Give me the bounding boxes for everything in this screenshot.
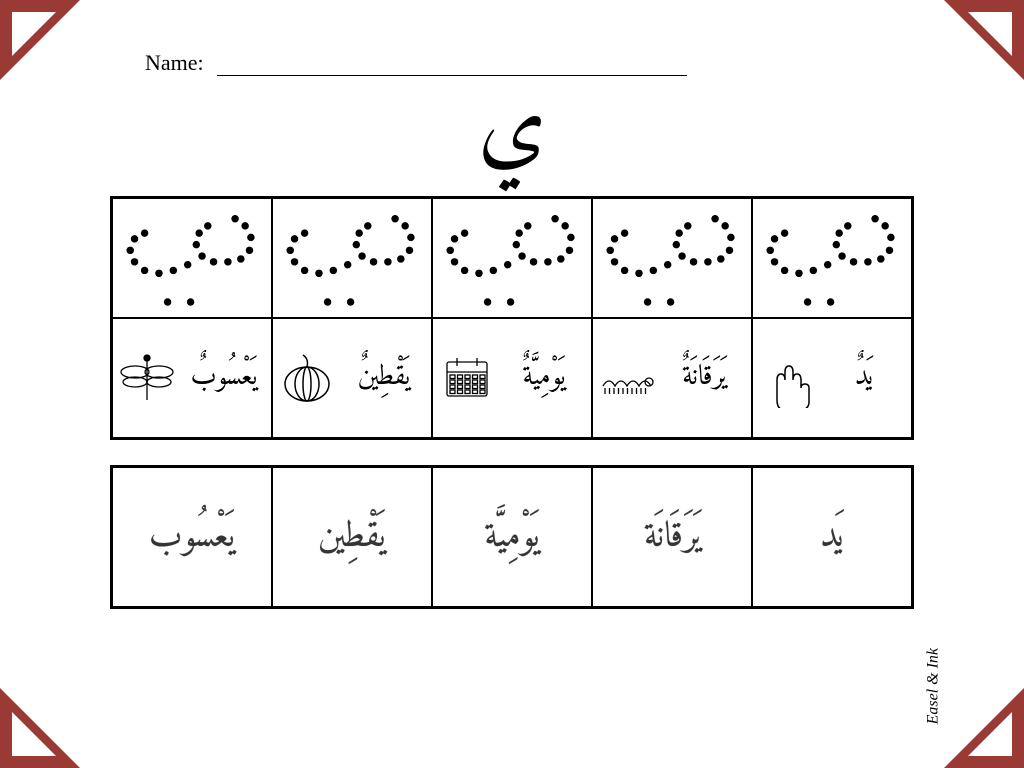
corner-tl [0, 0, 80, 80]
trace-word-cell[interactable]: يَقْطِين [272, 467, 432, 607]
vocab-word: يَرَقَانَةٌ [661, 364, 747, 392]
trace-word-cell[interactable]: يَوْمِيَّة [432, 467, 592, 607]
trace-word: يَوْمِيَّة [484, 506, 540, 569]
calendar-icon [437, 348, 497, 408]
vocab-word: يَوْمِيَّةٌ [501, 364, 587, 392]
name-blank-line[interactable] [217, 58, 687, 76]
dragonfly-icon [117, 348, 177, 408]
attribution-text: Easel & Ink [924, 648, 942, 724]
featured-letter: ي [110, 86, 914, 176]
vocab-word: يَقْطِينٌ [341, 364, 427, 392]
trace-word: يَقْطِين [318, 506, 386, 569]
corner-tr [944, 0, 1024, 80]
tracing-cell[interactable] [112, 198, 272, 318]
trace-word: يَعْسُوب [149, 506, 235, 569]
vocab-cell: يَدٌ [752, 318, 912, 438]
name-label: Name: [145, 50, 204, 75]
trace-word-cell[interactable]: يَد [752, 467, 912, 607]
trace-word: يَرَقَانَة [644, 506, 700, 569]
caterpillar-icon [597, 348, 657, 408]
worksheet-page: Name: ي يَعْسُوبٌ يَقْطِينٌ يَو [110, 50, 914, 609]
vocab-cell: يَرَقَانَةٌ [592, 318, 752, 438]
vocab-word: يَعْسُوبٌ [181, 364, 267, 392]
tracing-cell[interactable] [592, 198, 752, 318]
hand-icon [757, 348, 817, 408]
trace-word-cell[interactable]: يَعْسُوب [112, 467, 272, 607]
tracing-cell[interactable] [432, 198, 592, 318]
grid-trace-words: يَعْسُوب يَقْطِين يَوْمِيَّة يَرَقَانَة … [110, 465, 914, 609]
pumpkin-icon [277, 348, 337, 408]
tracing-cell[interactable] [752, 198, 912, 318]
vocab-cell: يَوْمِيَّةٌ [432, 318, 592, 438]
trace-word: يَد [820, 506, 843, 569]
grid-tracing-vocab: يَعْسُوبٌ يَقْطِينٌ يَوْمِيَّةٌ يَرَقَان… [110, 196, 914, 440]
tracing-cell[interactable] [272, 198, 432, 318]
corner-br [944, 688, 1024, 768]
vocab-word: يَدٌ [821, 364, 907, 392]
corner-bl [0, 688, 80, 768]
vocab-cell: يَقْطِينٌ [272, 318, 432, 438]
trace-word-cell[interactable]: يَرَقَانَة [592, 467, 752, 607]
vocab-cell: يَعْسُوبٌ [112, 318, 272, 438]
